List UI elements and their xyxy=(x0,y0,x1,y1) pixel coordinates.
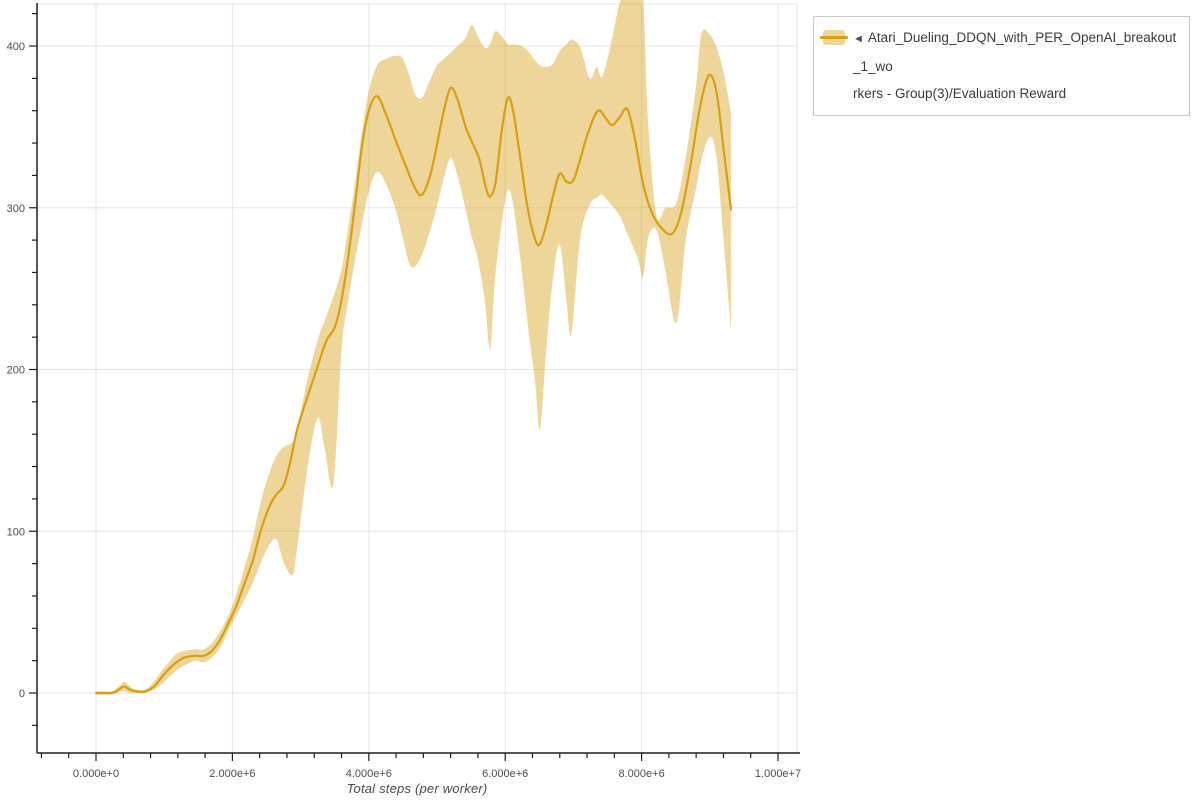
x-tick-label: 2.000e+6 xyxy=(209,768,255,780)
y-tick-label: 300 xyxy=(7,203,25,215)
collapse-triangle-icon: ◄ xyxy=(853,33,864,45)
y-tick-label: 400 xyxy=(7,41,25,53)
gridlines xyxy=(37,3,798,753)
tick-labels: 0.000e+0 2.000e+6 4.000e+6 6.000e+6 8.000e+6… xyxy=(7,41,801,780)
y-tick-label: 0 xyxy=(19,688,25,700)
series-group xyxy=(94,0,733,695)
confidence-band xyxy=(96,0,731,695)
x-tick-label: 0.000e+0 xyxy=(73,768,119,780)
legend-entry[interactable]: ◄ Atari_Dueling_DDQN_with_PER_OpenAI_brea… xyxy=(820,24,1179,107)
reward-line xyxy=(94,73,733,695)
legend-label: ◄ Atari_Dueling_DDQN_with_PER_OpenAI_brea… xyxy=(853,24,1179,107)
y-tick-label: 200 xyxy=(7,365,25,377)
series-swatch-line-icon xyxy=(820,36,848,39)
x-axis-title: Total steps (per worker) xyxy=(346,781,488,796)
legend-label-line2: rkers - Group(3)/Evaluation Reward xyxy=(853,86,1067,101)
x-tick-label: 8.000e+6 xyxy=(619,768,665,780)
y-tick-label: 100 xyxy=(7,526,25,538)
legend-label-line1: Atari_Dueling_DDQN_with_PER_OpenAI_break… xyxy=(853,30,1177,74)
x-tick-label: 1.000e+7 xyxy=(755,768,801,780)
legend: ◄ Atari_Dueling_DDQN_with_PER_OpenAI_brea… xyxy=(813,16,1190,116)
tick-marks xyxy=(29,13,779,761)
x-tick-label: 6.000e+6 xyxy=(482,768,528,780)
x-tick-label: 4.000e+6 xyxy=(346,768,392,780)
series-swatch-icon xyxy=(820,30,848,45)
